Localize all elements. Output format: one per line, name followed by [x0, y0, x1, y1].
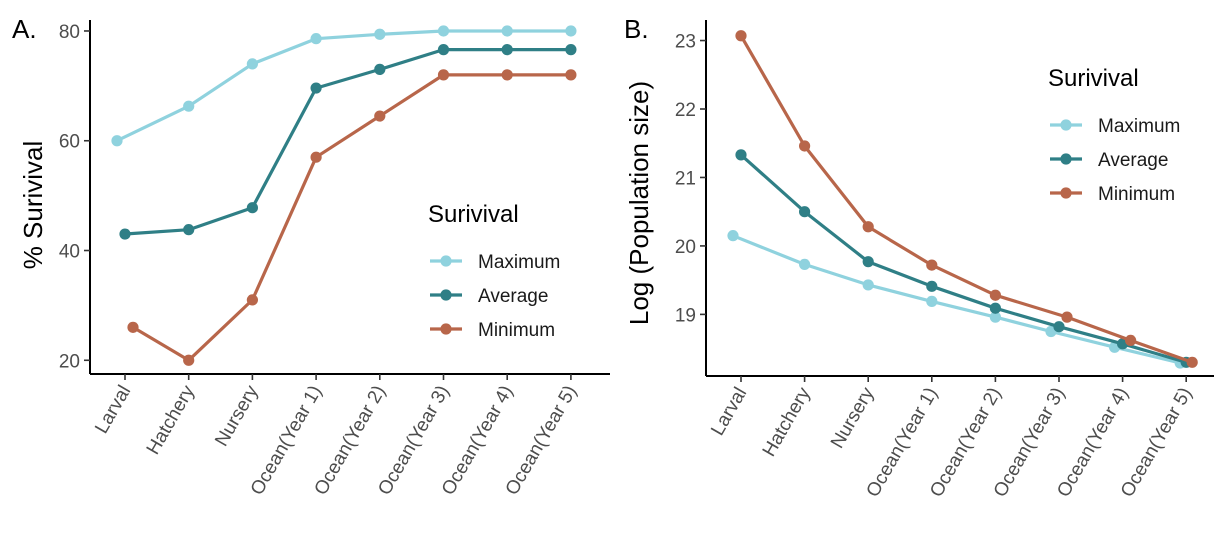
panel-b-point-average [989, 302, 1002, 314]
panel-a-point-average [565, 44, 577, 56]
panel-b-y-tick-label: 22 [675, 100, 696, 121]
panel-b-point-average [926, 280, 938, 292]
panel-b-legend-dot-average [1060, 153, 1072, 165]
panel-a-point-minimum [246, 294, 258, 306]
panel-b-legend-title: Surivival [1048, 65, 1139, 92]
panel-a-point-minimum [565, 69, 577, 81]
panel-a-point-average [374, 63, 386, 75]
panel-b-point-minimum [989, 289, 1002, 301]
panel-a-legend-dot-maximum [440, 255, 452, 267]
panel-b-point-maximum [926, 295, 938, 307]
panel-a-point-minimum [437, 69, 450, 81]
panel-a-point-minimum [310, 151, 322, 163]
panel-a-x-tick-label: Larval [91, 382, 135, 437]
panel-b-point-maximum [799, 258, 811, 271]
panel-a-plot: 20 40 60 80 Larval Hatchery Nursery Ocean(Year … [59, 20, 610, 499]
panel-a-point-average [437, 44, 450, 56]
panel-a-legend-dot-average [440, 289, 452, 301]
panel-a-legend-title: Surivival [428, 201, 519, 228]
panel-a-legend-dot-minimum [440, 323, 452, 335]
panel-a-x-tick-label: Ocean(Year 5) [502, 382, 582, 499]
panel-a-y-tick-label: 60 [59, 132, 80, 153]
panel-b-legend-dot-maximum [1060, 119, 1072, 131]
panel-a-legend-label-minimum: Minimum [478, 320, 555, 341]
panel-b-point-average [799, 206, 811, 218]
panel-a-point-average [501, 44, 513, 56]
panel-b-x-tick-label: Hatchery [759, 384, 815, 461]
panel-b-point-maximum [862, 279, 874, 291]
panel-b-legend-dot-minimum [1060, 187, 1072, 199]
panel-b-series-line-average [739, 153, 1188, 364]
panel-a-legend-label-average: Average [478, 286, 548, 307]
panel-a-series-line-maximum [115, 29, 573, 143]
panel-b-point-minimum [735, 30, 747, 42]
panel-a-point-minimum [183, 354, 195, 366]
panel-a-point-maximum [183, 100, 195, 112]
panel-a-series-line-minimum [131, 73, 573, 362]
panel-a-y-tick-label: 20 [59, 351, 80, 372]
panel-a-point-maximum [111, 135, 123, 147]
panel-b-y-axis-title: Log (Population size) [624, 81, 654, 325]
panel-b-x-tick-label: Nursery [827, 384, 879, 453]
panel-b-y-tick-label: 19 [675, 305, 696, 326]
panel-a-point-maximum [246, 58, 258, 70]
panel-b-series-line-minimum [739, 34, 1194, 364]
panel-b-legend-label-minimum: Minimum [1098, 184, 1175, 205]
panel-a-point-average [310, 82, 322, 94]
panel-a-point-minimum [501, 69, 513, 81]
panel-a-legend-label-maximum: Maximum [478, 252, 560, 273]
panel-b-y-tick-label: 20 [675, 237, 696, 258]
panel-b-y-tick-label: 21 [675, 168, 696, 189]
panel-b-legend-label-maximum: Maximum [1098, 116, 1180, 137]
panel-a-y-tick-label: 80 [59, 22, 80, 43]
panel-b-point-average [1053, 321, 1065, 333]
panel-b-point-minimum [1125, 334, 1137, 346]
panel-a-point-average [246, 202, 258, 214]
panel-a-label: A. [12, 14, 37, 44]
panel-b-point-minimum [1061, 311, 1073, 323]
panel-b-point-minimum [799, 140, 811, 152]
panel-a-point-maximum [310, 33, 322, 45]
panel-a-point-average [183, 224, 195, 236]
panel-a-y-axis-title: % Surivival [18, 141, 48, 270]
panel-a-point-maximum [437, 25, 450, 37]
panel-a-x-tick-label: Nursery [211, 382, 263, 451]
panel-b-point-minimum [1186, 356, 1198, 368]
panel-a-y-tick-label: 40 [59, 242, 80, 263]
panel-a-point-minimum [127, 321, 139, 333]
panel-a-point-minimum [374, 110, 386, 122]
panel-b-y-tick-label: 23 [675, 32, 696, 53]
panel-b-point-average [862, 256, 874, 268]
panel-b-series-line-maximum [731, 234, 1182, 365]
panel-b-point-maximum [989, 311, 1002, 323]
panel-a-point-maximum [501, 25, 513, 37]
panel-a-series-line-average [123, 47, 573, 236]
panel-b-point-maximum [727, 230, 739, 242]
panel-a-point-maximum [374, 28, 386, 40]
panel-b-point-minimum [862, 221, 874, 233]
panel-a-x-tick-label: Hatchery [143, 382, 199, 459]
panel-b-x-tick-label: Larval [707, 384, 751, 439]
panel-a-point-average [119, 228, 131, 240]
panel-b-point-minimum [926, 259, 938, 271]
panel-b-legend-label-average: Average [1098, 150, 1168, 171]
panel-b-point-average [735, 149, 747, 161]
panel-b-label: B. [624, 14, 649, 44]
panel-a-point-maximum [565, 25, 577, 37]
